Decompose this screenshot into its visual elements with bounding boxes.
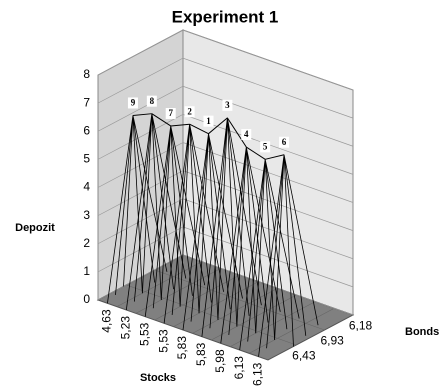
point-label-box xyxy=(165,107,176,119)
ridge-line xyxy=(151,113,171,127)
grid-line xyxy=(97,57,354,119)
ridge-line xyxy=(265,154,285,160)
x-tick-label: 5,98 xyxy=(213,349,227,373)
floor-grid xyxy=(154,269,325,331)
surface-peak xyxy=(163,124,225,324)
point-label-box xyxy=(260,141,271,153)
point-label: 9 xyxy=(131,98,136,108)
surface-peak xyxy=(182,133,243,331)
grid-line xyxy=(97,142,354,203)
ridge-line xyxy=(170,123,190,127)
floor-grid xyxy=(230,301,316,347)
floor-grid xyxy=(154,274,240,321)
point-label: 6 xyxy=(282,137,287,147)
point-label-box xyxy=(279,136,290,148)
surface-peak xyxy=(201,117,262,337)
x-tick-label: 5,23 xyxy=(119,316,133,340)
z-tick-label: 6,93 xyxy=(321,334,345,348)
y-tick-label: 7 xyxy=(83,95,90,109)
x-axis-label: Stocks xyxy=(140,372,176,384)
ridge-line xyxy=(189,123,209,135)
y-tick-label: 5 xyxy=(83,152,90,166)
point-label: 2 xyxy=(187,106,192,116)
grid-line xyxy=(97,113,354,175)
floor-grid xyxy=(173,281,259,327)
y-axis-label: Depozit xyxy=(15,222,55,234)
surface-peak xyxy=(239,159,300,351)
surface-peak xyxy=(258,154,319,357)
floor-grid xyxy=(135,268,221,314)
x-tick-label: 6,13 xyxy=(232,356,246,380)
y-tick-label: 8 xyxy=(83,67,90,81)
ridge-line xyxy=(226,117,247,148)
y-tick-label: 3 xyxy=(83,208,90,222)
grid-line xyxy=(97,85,354,147)
point-label-box xyxy=(146,95,157,107)
surface-peak xyxy=(220,146,281,344)
point-label: 8 xyxy=(150,96,155,106)
point-label-box xyxy=(184,106,195,118)
point-label: 4 xyxy=(244,129,249,139)
grid-line xyxy=(97,170,354,231)
z-axis-label: Bonds xyxy=(405,326,439,338)
x-tick-label: 5,53 xyxy=(137,322,151,346)
y-tick-label: 4 xyxy=(83,180,90,194)
surface-peak xyxy=(144,125,206,317)
floor-grid xyxy=(116,261,203,307)
point-label: 7 xyxy=(168,108,173,118)
point-label-box xyxy=(127,97,138,109)
point-label-box xyxy=(241,129,252,141)
x-tick-label: 4,63 xyxy=(100,309,114,333)
y-tick-label: 2 xyxy=(83,236,90,250)
ridge-line xyxy=(132,113,152,116)
y-tick-label: 1 xyxy=(83,264,90,278)
floor-grid xyxy=(211,294,297,341)
point-label-box xyxy=(222,99,233,111)
x-tick-label: 6,13 xyxy=(251,362,265,386)
y-tick-label: 0 xyxy=(83,292,90,306)
ridge-line xyxy=(246,146,266,160)
z-tick-label: 6,43 xyxy=(292,349,316,363)
ridge-line xyxy=(208,117,228,135)
grid-line xyxy=(97,29,354,91)
floor-grid xyxy=(192,288,278,334)
z-tick-label: 6,18 xyxy=(349,319,373,333)
x-tick-label: 5,53 xyxy=(156,329,170,353)
point-label-box xyxy=(203,115,214,127)
point-label: 5 xyxy=(263,141,268,151)
point-label: 3 xyxy=(225,100,230,110)
chart-title: Experiment 1 xyxy=(172,7,279,26)
y-tick-label: 6 xyxy=(83,123,90,137)
surface-peak xyxy=(125,113,187,311)
point-label: 1 xyxy=(206,116,211,126)
surface-peak xyxy=(107,115,168,304)
grid-line xyxy=(97,226,354,288)
floor-grid xyxy=(248,308,335,354)
x-tick-label: 5,83 xyxy=(194,342,208,366)
x-tick-label: 5,83 xyxy=(175,336,189,360)
